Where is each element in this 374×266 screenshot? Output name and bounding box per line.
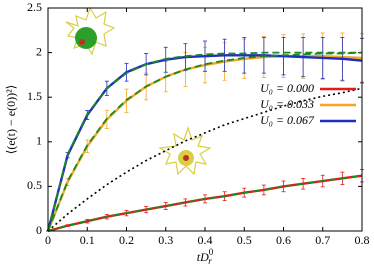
x-label-main: tD [197, 250, 209, 264]
fit-line [47, 51, 363, 232]
x-tick-label: 0.4 [198, 233, 213, 247]
x-tick-label: 0 [45, 233, 51, 247]
x-tick-label: 0.7 [315, 233, 330, 247]
legend-label: U₀ = 0.000 [260, 81, 314, 95]
y-tick-label: 0.5 [27, 178, 42, 192]
fit-line [47, 51, 362, 232]
x-label-sub: r [208, 256, 212, 266]
y-tick-label: 2 [36, 44, 42, 58]
x-tick-label: 0.8 [355, 233, 370, 247]
y-axis-label: ⟨(e(t) − e(0))²⟩ [4, 85, 18, 155]
x-tick-label: 0.5 [237, 233, 252, 247]
x-tick-label: 0.6 [276, 233, 291, 247]
fit-line [47, 174, 363, 232]
series-line [47, 174, 363, 233]
x-label-sup: 0 [209, 247, 214, 257]
inset-bottom [158, 126, 212, 176]
y-tick-label: 1.5 [27, 89, 42, 103]
x-axis-label: tD0 r [197, 247, 214, 266]
y-tick-label: 2.5 [27, 0, 42, 14]
reference-line [47, 87, 363, 232]
plot-frame [47, 7, 363, 232]
legend-label: U₀ = 0.067 [260, 113, 315, 127]
legend-label: U₀ = 0.033 [260, 97, 314, 111]
x-tick-label: 0.1 [80, 233, 95, 247]
inset-top [65, 6, 116, 56]
y-tick-label: 0 [36, 223, 42, 237]
x-tick-label: 0.2 [119, 233, 134, 247]
y-tick-label: 1 [36, 134, 42, 148]
x-tick-label: 0.3 [158, 233, 173, 247]
